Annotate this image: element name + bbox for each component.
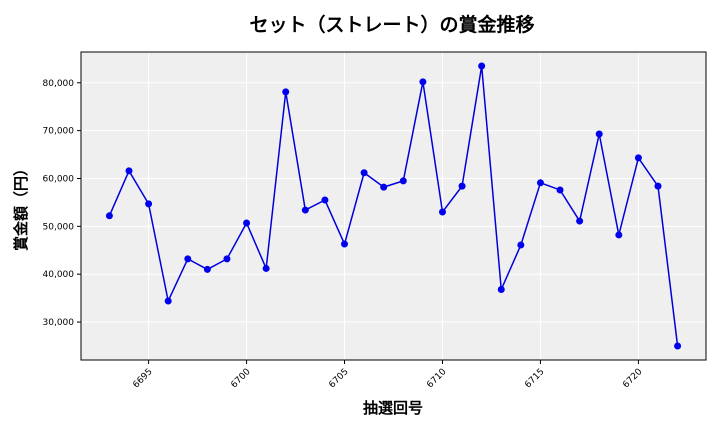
data-point bbox=[380, 183, 388, 191]
data-point bbox=[203, 265, 211, 273]
y-tick-label: 50,000 bbox=[43, 222, 75, 232]
data-point bbox=[634, 154, 642, 162]
data-point bbox=[478, 62, 486, 70]
data-point bbox=[125, 167, 133, 175]
plot-area bbox=[81, 52, 706, 360]
data-point bbox=[517, 241, 525, 249]
data-point bbox=[223, 255, 231, 263]
y-tick-label: 80,000 bbox=[43, 79, 75, 89]
y-tick-label: 70,000 bbox=[43, 127, 75, 137]
data-point bbox=[576, 217, 584, 225]
data-point bbox=[341, 240, 349, 248]
data-point bbox=[145, 200, 153, 208]
data-point bbox=[438, 208, 446, 216]
grid bbox=[81, 52, 706, 360]
data-point bbox=[674, 342, 682, 350]
data-point bbox=[262, 264, 270, 272]
data-point bbox=[399, 177, 407, 185]
data-point bbox=[536, 179, 544, 187]
data-point bbox=[243, 219, 251, 227]
data-point bbox=[419, 78, 427, 86]
x-tick-label: 6700 bbox=[229, 367, 252, 390]
data-point bbox=[654, 182, 662, 190]
x-tick-label: 6710 bbox=[425, 367, 448, 390]
y-tick-label: 40,000 bbox=[43, 270, 75, 280]
data-point bbox=[164, 297, 172, 305]
data-point bbox=[615, 231, 623, 239]
x-tick-label: 6705 bbox=[327, 367, 350, 390]
x-tick-label: 6715 bbox=[523, 367, 546, 390]
plot-frame bbox=[80, 51, 707, 361]
data-point bbox=[458, 182, 466, 190]
data-point bbox=[360, 169, 368, 177]
x-tick-label: 6720 bbox=[621, 367, 644, 390]
data-point bbox=[595, 130, 603, 138]
series-line bbox=[108, 65, 679, 347]
x-axis-label: 抽選回号 bbox=[363, 399, 423, 417]
data-point bbox=[184, 255, 192, 263]
y-tick-label: 60,000 bbox=[43, 174, 75, 184]
y-axis-label: 賞金額（円） bbox=[12, 161, 30, 251]
y-tick-label: 30,000 bbox=[43, 318, 75, 328]
chart-title: セット（ストレート）の賞金推移 bbox=[249, 13, 534, 36]
data-point bbox=[321, 196, 329, 204]
data-point bbox=[282, 88, 290, 96]
x-tick-label: 6695 bbox=[131, 367, 154, 390]
series-prize bbox=[105, 62, 682, 350]
data-point bbox=[105, 212, 113, 220]
data-point bbox=[497, 286, 505, 294]
data-point bbox=[301, 206, 309, 214]
data-point bbox=[556, 186, 564, 194]
